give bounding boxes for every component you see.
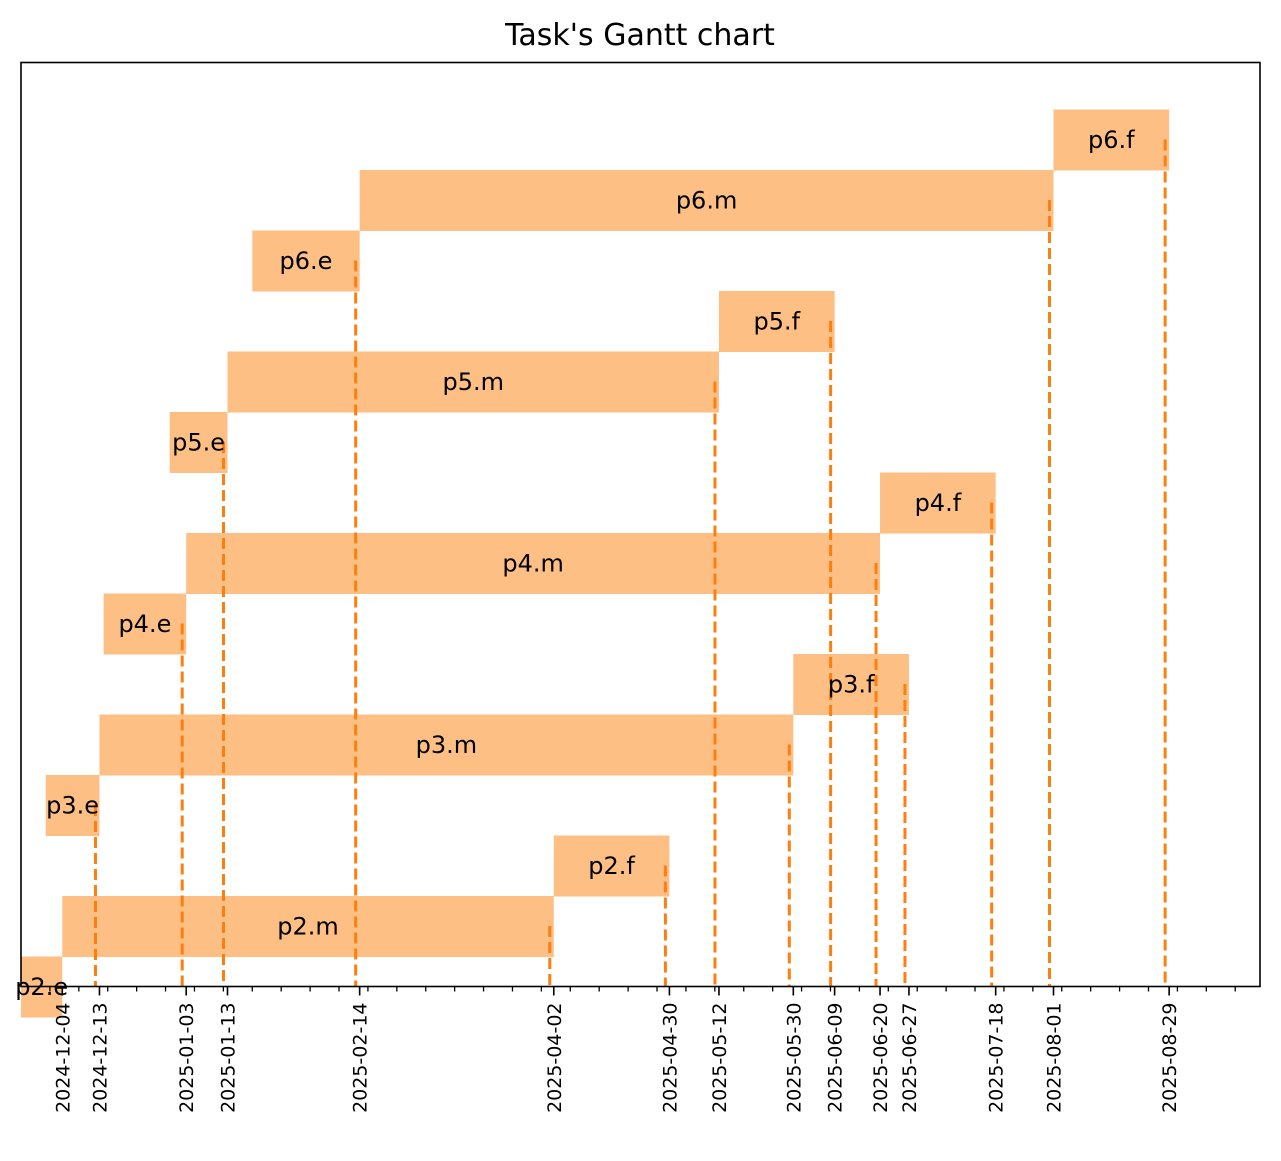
gantt-bar-p2-m — [62, 896, 554, 957]
x-tick-label: 2025-06-09 — [825, 1003, 847, 1113]
bar-label-p6-m: p6.m — [676, 186, 738, 214]
bar-labels-layer: p2.ep2.mp2.fp3.ep3.mp3.fp4.ep4.mp4.fp5.e… — [15, 126, 1135, 1001]
x-tick-label: 2025-04-02 — [544, 1003, 566, 1113]
bar-label-p3-f: p3.f — [828, 670, 875, 698]
gantt-bar-p4-f — [880, 472, 996, 534]
chart-title: Task's Gantt chart — [504, 18, 775, 53]
x-tick-label: 2024-12-04 — [52, 1003, 74, 1113]
bar-label-p6-f: p6.f — [1088, 126, 1135, 154]
gantt-bar-p6-e — [252, 230, 360, 292]
gantt-bar-p6-m — [359, 170, 1054, 231]
bar-label-p4-m: p4.m — [502, 549, 564, 577]
bar-label-p2-m: p2.m — [277, 912, 339, 940]
gantt-bar-p2-f — [553, 835, 670, 897]
x-tick-label: 2025-08-01 — [1044, 1003, 1066, 1113]
gantt-bar-p3-f — [793, 654, 909, 715]
gantt-bar-p5-m — [227, 351, 719, 413]
x-tick-label: 2025-06-27 — [899, 1003, 921, 1113]
bar-label-p4-f: p4.f — [915, 489, 962, 517]
x-axis-ticks: 2024-12-04 2024-12-13 2025-01-03 2025-01-13… — [49, 986, 1236, 1113]
end-markers-layer — [93, 139, 1167, 987]
x-tick-label: 2025-08-29 — [1159, 1003, 1181, 1113]
gantt-bar-p5-f — [718, 291, 835, 352]
gantt-bar-p4-e — [103, 593, 187, 655]
bar-label-p3-m: p3.m — [416, 731, 478, 759]
bar-label-p5-m: p5.m — [442, 368, 504, 396]
x-tick-label: 2025-05-12 — [709, 1003, 731, 1113]
x-tick-label: 2025-06-20 — [870, 1003, 892, 1113]
bar-label-p2-f: p2.f — [588, 852, 635, 880]
x-tick-label: 2025-07-18 — [986, 1003, 1008, 1113]
bar-label-p6-e: p6.e — [280, 247, 333, 275]
gantt-bar-p5-e — [169, 412, 228, 473]
x-tick-label: 2025-05-30 — [783, 1003, 805, 1113]
bar-label-p4-e: p4.e — [118, 610, 171, 638]
bar-label-p3-e: p3.e — [46, 791, 99, 819]
gantt-bar-p6-f — [1053, 109, 1170, 171]
x-tick-label: 2024-12-13 — [89, 1003, 111, 1113]
plot-frame — [20, 61, 1261, 988]
bar-label-p5-f: p5.f — [753, 307, 800, 335]
gantt-bar-p3-m — [99, 714, 794, 776]
x-tick-label: 2025-01-03 — [176, 1003, 198, 1113]
bar-label-p5-e: p5.e — [172, 428, 225, 456]
gantt-bar-p4-m — [186, 533, 881, 594]
x-tick-label: 2025-02-14 — [350, 1003, 372, 1113]
gantt-bar-p3-e — [45, 775, 100, 836]
bars-layer — [21, 109, 1170, 1018]
x-tick-label: 2025-04-30 — [659, 1003, 681, 1113]
x-tick-label: 2025-01-13 — [218, 1003, 240, 1113]
